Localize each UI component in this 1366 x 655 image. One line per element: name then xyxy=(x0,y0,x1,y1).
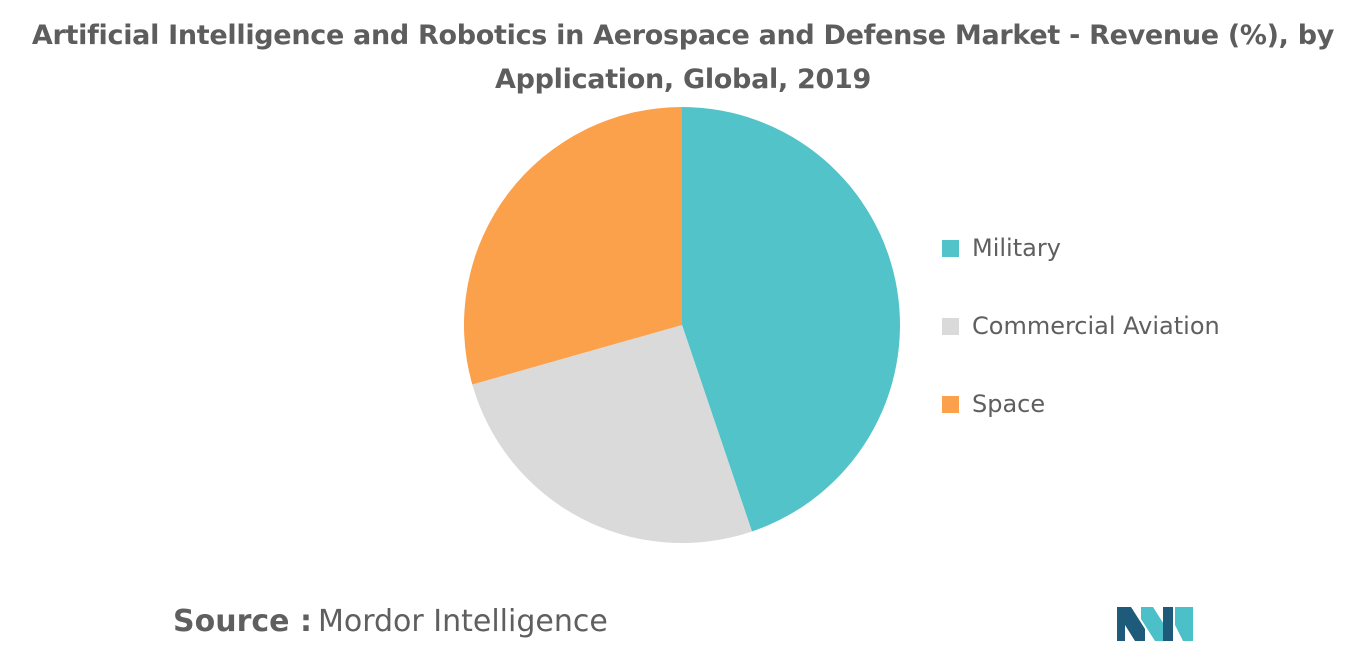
pie-slice-commercial-aviation xyxy=(472,325,752,543)
legend-swatch-commercial-aviation xyxy=(942,317,959,335)
legend-item-military: Military xyxy=(942,226,1220,270)
mordor-intelligence-logo xyxy=(1117,607,1193,641)
chart-title: Artificial Intelligence and Robotics in … xyxy=(0,14,1366,102)
legend-swatch-military xyxy=(942,239,959,257)
legend-label-space: Space xyxy=(972,390,1046,418)
legend-item-commercial-aviation: Commercial Aviation xyxy=(942,304,1220,348)
source-label: Source : xyxy=(173,604,312,639)
chart-legend: Military Commercial Aviation Space xyxy=(942,226,1220,460)
legend-item-space: Space xyxy=(942,382,1220,426)
source-note: Source : Mordor Intelligence xyxy=(173,604,608,639)
legend-swatch-space xyxy=(942,395,959,413)
pie-slices xyxy=(464,107,900,543)
chart-title-line-1: Artificial Intelligence and Robotics in … xyxy=(31,20,1335,51)
pie-slice-military xyxy=(682,107,900,532)
legend-label-commercial-aviation: Commercial Aviation xyxy=(972,312,1220,340)
chart-title-line-2: Application, Global, 2019 xyxy=(495,64,871,95)
legend-label-military: Military xyxy=(972,234,1061,262)
source-value: Mordor Intelligence xyxy=(317,604,608,639)
pie-slice-space xyxy=(464,107,682,385)
